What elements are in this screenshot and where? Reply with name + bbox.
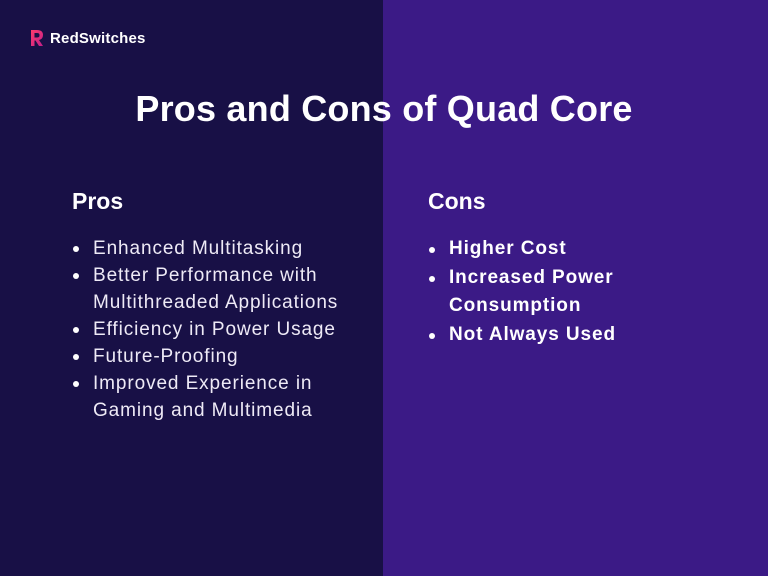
right-panel-background [383, 0, 768, 576]
cons-list: Higher Cost Increased Power Consumption … [428, 235, 748, 349]
pros-column: Pros Enhanced Multitasking Better Perfor… [72, 188, 372, 424]
pros-list: Enhanced Multitasking Better Performance… [72, 235, 372, 424]
brand-name: RedSwitches [50, 29, 146, 47]
cons-item: Increased Power Consumption [428, 264, 748, 321]
page-title: Pros and Cons of Quad Core [135, 88, 633, 129]
pros-item: Efficiency in Power Usage [72, 316, 372, 343]
cons-item: Not Always Used [428, 321, 748, 350]
brand-logo: RedSwitches [30, 28, 146, 48]
pros-heading: Pros [72, 188, 124, 214]
pros-item: Future-Proofing [72, 343, 372, 370]
pros-item: Better Performance with Multithreaded Ap… [72, 262, 372, 316]
pros-item: Improved Experience in Gaming and Multim… [72, 370, 372, 424]
redswitches-logo-icon [31, 30, 43, 46]
left-panel-background [0, 0, 383, 576]
pros-item: Enhanced Multitasking [72, 235, 372, 262]
cons-heading: Cons [428, 188, 486, 214]
cons-item: Higher Cost [428, 235, 748, 264]
cons-column: Cons Higher Cost Increased Power Consump… [428, 188, 748, 349]
